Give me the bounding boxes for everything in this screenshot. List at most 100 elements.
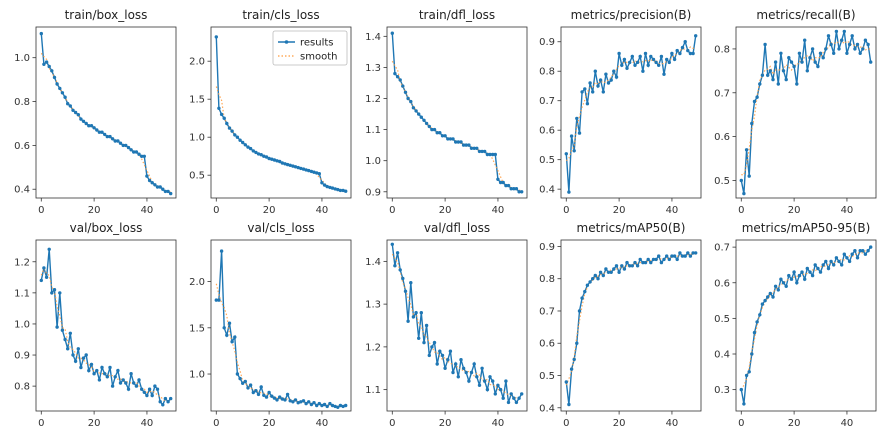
- y-tick-label: 1.0: [14, 53, 30, 64]
- data-point: [829, 259, 833, 264]
- data-point: [446, 358, 450, 362]
- data-point: [614, 75, 619, 79]
- x-tick-label: 20: [788, 418, 801, 429]
- data-point: [808, 270, 812, 274]
- data-point: [116, 368, 120, 373]
- data-point: [95, 128, 99, 132]
- data-point: [448, 137, 453, 141]
- data-point: [325, 404, 329, 409]
- data-point: [853, 47, 857, 51]
- data-point: [219, 112, 224, 117]
- data-point: [638, 257, 642, 262]
- chart-metrics-map50-95-b: metrics/mAP50-95(B) 0 20 40 0.3 0.4 0.5 0.6 0.7: [714, 221, 877, 429]
- data-point: [675, 257, 679, 262]
- data-point: [134, 150, 139, 154]
- data-point: [771, 295, 775, 299]
- data-point: [483, 149, 487, 154]
- data-point: [609, 78, 613, 82]
- plot-frame: [35, 26, 177, 199]
- data-point: [60, 328, 65, 332]
- data-point: [742, 191, 746, 196]
- data-point: [293, 165, 298, 169]
- data-point: [81, 119, 86, 124]
- chart-title: train/box_loss: [65, 8, 148, 22]
- data-point: [467, 379, 471, 383]
- chart-title: metrics/mAP50-95(B): [742, 221, 871, 235]
- data-point: [47, 247, 51, 251]
- series-line-results: [216, 251, 346, 409]
- data-point: [580, 296, 584, 300]
- y-tick-label: 0.9: [539, 242, 555, 253]
- x-tick-label: 0: [389, 205, 395, 216]
- data-point: [514, 400, 519, 405]
- data-point: [787, 273, 791, 278]
- data-point: [606, 81, 611, 85]
- data-point: [312, 401, 316, 405]
- data-point: [604, 267, 608, 271]
- data-point: [270, 157, 274, 161]
- data-point: [225, 121, 229, 126]
- data-point: [675, 48, 679, 53]
- data-point: [635, 60, 640, 65]
- y-tick-label: 0.6: [714, 132, 730, 143]
- data-point: [454, 362, 458, 366]
- data-point: [845, 51, 849, 55]
- data-point: [834, 256, 839, 260]
- series-line-smooth: [565, 253, 696, 386]
- data-point: [50, 69, 54, 73]
- data-point: [150, 393, 154, 398]
- data-point: [275, 398, 279, 402]
- data-point: [742, 402, 746, 406]
- chart-metrics-precision-b: metrics/precision(B) 0 20 40 0.4 0.5 0.6 0.7 0.8…: [539, 8, 702, 216]
- legend-box: [272, 30, 348, 66]
- data-point: [390, 31, 394, 35]
- data-point: [307, 168, 311, 173]
- y-tick-label: 1.5: [189, 95, 205, 106]
- data-point: [501, 180, 505, 185]
- data-point: [44, 275, 49, 279]
- data-point: [238, 138, 242, 142]
- data-point: [132, 381, 136, 385]
- data-point: [672, 57, 677, 62]
- data-point: [267, 390, 271, 395]
- data-point: [309, 169, 314, 174]
- data-point: [230, 129, 234, 133]
- data-point: [341, 188, 345, 193]
- data-point: [66, 102, 70, 106]
- data-point: [601, 90, 605, 94]
- data-point: [630, 54, 634, 59]
- data-point: [42, 266, 46, 270]
- data-point: [596, 277, 600, 281]
- data-point: [432, 340, 437, 345]
- data-point: [766, 73, 770, 77]
- data-point: [776, 288, 780, 292]
- data-point: [680, 254, 685, 258]
- data-point: [137, 152, 141, 156]
- x-tick-label: 40: [141, 205, 154, 216]
- data-point: [686, 251, 690, 255]
- data-point: [583, 289, 587, 294]
- series-line-results: [740, 246, 872, 405]
- data-point: [55, 82, 59, 86]
- data-point: [39, 278, 43, 283]
- data-point: [147, 178, 152, 183]
- data-point: [395, 75, 400, 79]
- data-point: [241, 140, 245, 145]
- data-point: [520, 392, 524, 396]
- data-point: [283, 162, 287, 166]
- data-point: [422, 118, 426, 123]
- data-point: [659, 260, 664, 265]
- y-tick-label: 1.2: [365, 94, 381, 105]
- data-point: [243, 379, 247, 384]
- data-point: [795, 82, 799, 86]
- data-point: [837, 47, 841, 51]
- data-point: [456, 375, 460, 379]
- data-point: [598, 78, 603, 82]
- data-point: [100, 365, 104, 370]
- y-tick-label: 0.4: [714, 350, 730, 361]
- data-point: [454, 140, 458, 144]
- data-point: [826, 266, 831, 271]
- data-point: [800, 60, 804, 64]
- data-point: [646, 63, 650, 67]
- data-point: [504, 379, 508, 383]
